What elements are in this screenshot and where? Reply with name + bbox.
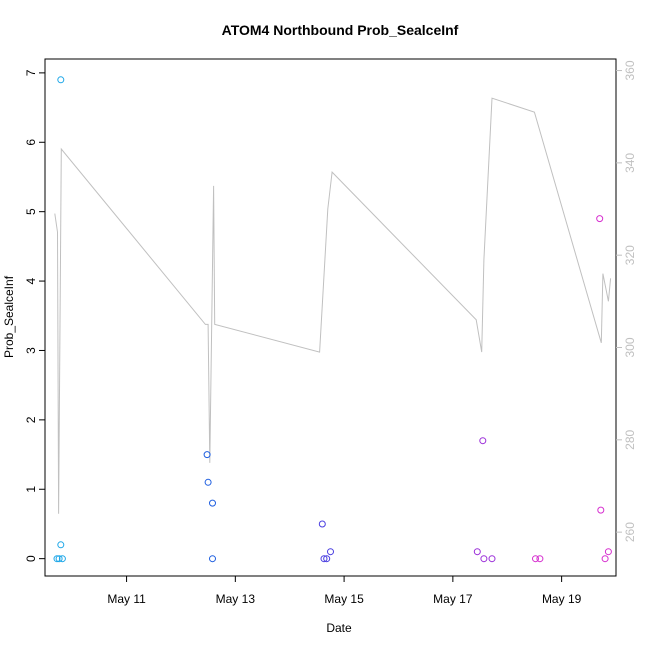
- y-tick-label-5: 5: [24, 208, 38, 215]
- data-point-22: [604, 548, 612, 556]
- data-point-10: [320, 555, 328, 563]
- data-point-5: [203, 451, 211, 459]
- data-point-2: [57, 76, 65, 84]
- y-right-tick-label-1: 280: [623, 429, 637, 449]
- y-right-tick-label-2: 300: [623, 337, 637, 357]
- y-tick-label-1: 1: [24, 486, 38, 493]
- x-tick-label-3: May 17: [433, 592, 473, 606]
- x-tick-label-1: May 13: [216, 592, 256, 606]
- y-right-tick-label-4: 340: [623, 153, 637, 173]
- y-tick-label-0: 0: [24, 555, 38, 562]
- y-tick-label-4: 4: [24, 277, 38, 284]
- data-point-6: [204, 478, 212, 486]
- y-right-tick-label-0: 260: [623, 522, 637, 542]
- data-point-21: [601, 555, 609, 563]
- line-series-layer: [54, 97, 612, 514]
- data-point-20: [597, 506, 605, 514]
- x-axis: May 11 May 13 May 15 May 17 May 19: [107, 576, 582, 606]
- data-point-4: [58, 555, 66, 563]
- data-point-9: [318, 520, 326, 528]
- data-point-7: [209, 499, 216, 507]
- y-axis-label: Prob_SealceInf: [2, 275, 16, 358]
- y-right-tick-label-3: 320: [623, 245, 637, 265]
- y-axis-left: 0 1 2 3 4 5 6 7: [24, 69, 46, 562]
- data-point-13: [473, 548, 481, 556]
- y-axis-right: 260 280 300 320 340 360: [616, 60, 637, 542]
- data-point-14: [479, 437, 487, 445]
- data-point-18: [536, 555, 544, 563]
- plot-box: [44, 58, 617, 577]
- data-point-1: [55, 555, 63, 563]
- data-point-17: [532, 555, 539, 563]
- data-point-8: [209, 555, 216, 563]
- y-tick-label-3: 3: [24, 347, 38, 354]
- x-tick-label-2: May 15: [324, 592, 364, 606]
- y-tick-label-2: 2: [24, 416, 38, 423]
- data-point-0: [53, 555, 61, 563]
- x-tick-label-4: May 19: [542, 592, 582, 606]
- y-tick-label-6: 6: [24, 139, 38, 146]
- x-tick-label-0: May 11: [107, 592, 146, 606]
- line-series: [54, 97, 612, 514]
- data-point-19: [596, 215, 604, 223]
- y-tick-label-7: 7: [24, 69, 38, 76]
- data-point-11: [323, 555, 331, 563]
- data-point-16: [488, 555, 496, 563]
- y-right-tick-label-5: 360: [623, 60, 637, 80]
- data-point-3: [57, 541, 65, 549]
- x-axis-label: Date: [326, 621, 352, 635]
- chart-title: ATOM4 Northbound Prob_SealceInf: [222, 22, 459, 38]
- points-layer: [53, 76, 612, 563]
- data-point-15: [480, 555, 488, 563]
- data-point-12: [327, 548, 334, 556]
